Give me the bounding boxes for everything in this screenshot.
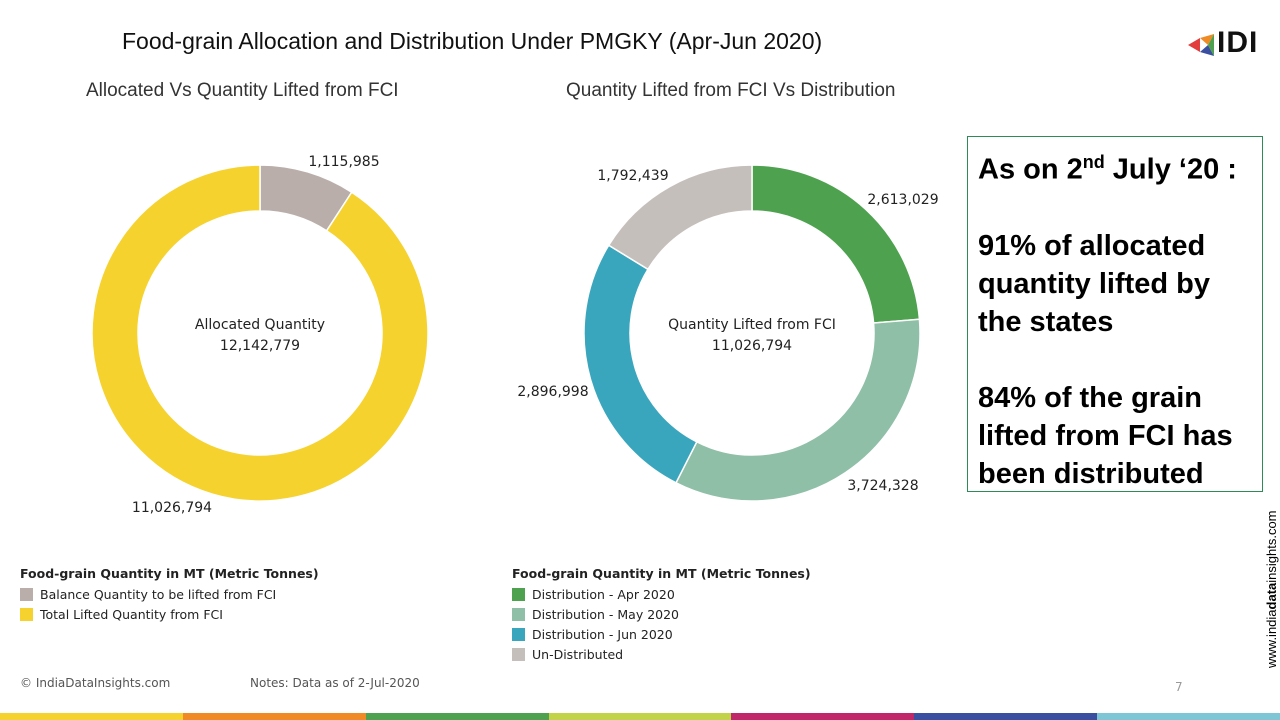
idi-logo-icon	[1188, 34, 1214, 56]
legend-item: Distribution - Jun 2020	[512, 624, 811, 644]
chart1-legend: Food-grain Quantity in MT (Metric Tonnes…	[20, 566, 319, 624]
strip-segment	[731, 713, 915, 720]
donut1-slice-2	[91, 164, 429, 502]
legend-item: Balance Quantity to be lifted from FCI	[20, 584, 319, 604]
legend-swatch	[512, 607, 525, 621]
legend-item: Un-Distributed	[512, 644, 811, 664]
donut2-center-value: 11,026,794	[712, 338, 792, 354]
legend-label: Distribution - Jun 2020	[532, 626, 673, 642]
legend-title: Food-grain Quantity in MT (Metric Tonnes…	[512, 566, 811, 581]
legend-label: Distribution - Apr 2020	[532, 586, 675, 602]
donut2-value-label-2: 3,724,328	[847, 478, 918, 494]
legend-swatch	[512, 587, 525, 601]
strip-segment	[365, 713, 549, 720]
donut2-slice-3	[583, 244, 698, 484]
donut1-center-label: Allocated Quantity	[195, 317, 325, 333]
chart2-title: Quantity Lifted from FCI Vs Distribution	[566, 80, 896, 101]
donut2-value-label-3: 2,896,998	[517, 384, 588, 400]
page-number: 7	[1175, 680, 1183, 694]
legend-label: Distribution - May 2020	[532, 606, 680, 622]
strip-segment	[548, 713, 732, 720]
donut1-value-label-1: 1,115,985	[308, 154, 379, 170]
callout-distributed-stat: 84% of the grain lifted from FCI has bee…	[978, 381, 1233, 490]
legend-swatch	[512, 627, 525, 641]
donut1-value-label-2: 11,026,794	[132, 500, 212, 516]
website-url: www.indiadatainsights.com	[1264, 510, 1279, 668]
notes: Notes: Data as of 2-Jul-2020	[250, 676, 420, 690]
legend-item: Total Lifted Quantity from FCI	[20, 604, 319, 624]
legend-label: Total Lifted Quantity from FCI	[40, 606, 223, 622]
donut2-value-label-1: 2,613,029	[867, 192, 938, 208]
strip-segment	[0, 713, 183, 720]
legend-item: Distribution - Apr 2020	[512, 584, 811, 604]
legend-label: Un-Distributed	[532, 646, 624, 662]
page-title: Food-grain Allocation and Distribution U…	[122, 28, 823, 54]
chart1-title: Allocated Vs Quantity Lifted from FCI	[86, 80, 399, 101]
strip-segment	[914, 713, 1098, 720]
donut2-slice-2	[674, 318, 921, 502]
donut-charts: 1,115,985 11,026,794 Allocated Quantity 12,…	[91, 154, 939, 516]
legend-item: Distribution - May 2020	[512, 604, 811, 624]
legend-swatch	[20, 587, 33, 601]
legend-swatch	[20, 607, 33, 621]
copyright: © IndiaDataInsights.com	[20, 676, 171, 690]
strip-segment	[182, 713, 366, 720]
summary-callout: As on 2nd July ‘20 : 91% of allocated qu…	[967, 136, 1263, 492]
callout-date-line: As on 2nd July ‘20 :	[978, 152, 1237, 186]
legend-title: Food-grain Quantity in MT (Metric Tonnes…	[20, 566, 319, 581]
chart2-legend: Food-grain Quantity in MT (Metric Tonnes…	[512, 566, 811, 664]
donut2-value-label-4: 1,792,439	[597, 168, 668, 184]
donut2-center-label: Quantity Lifted from FCI	[668, 317, 836, 333]
legend-swatch	[512, 647, 525, 661]
callout-lifted-stat: 91% of allocated quantity lifted by the …	[978, 229, 1210, 338]
color-strip	[0, 713, 1280, 720]
donut2-slice-4	[607, 164, 753, 271]
logo-text: IDI	[1217, 26, 1259, 59]
strip-segment	[1097, 713, 1280, 720]
donut1-center-value: 12,142,779	[220, 338, 300, 354]
donut2-slice-1	[751, 164, 921, 324]
legend-label: Balance Quantity to be lifted from FCI	[40, 586, 277, 602]
